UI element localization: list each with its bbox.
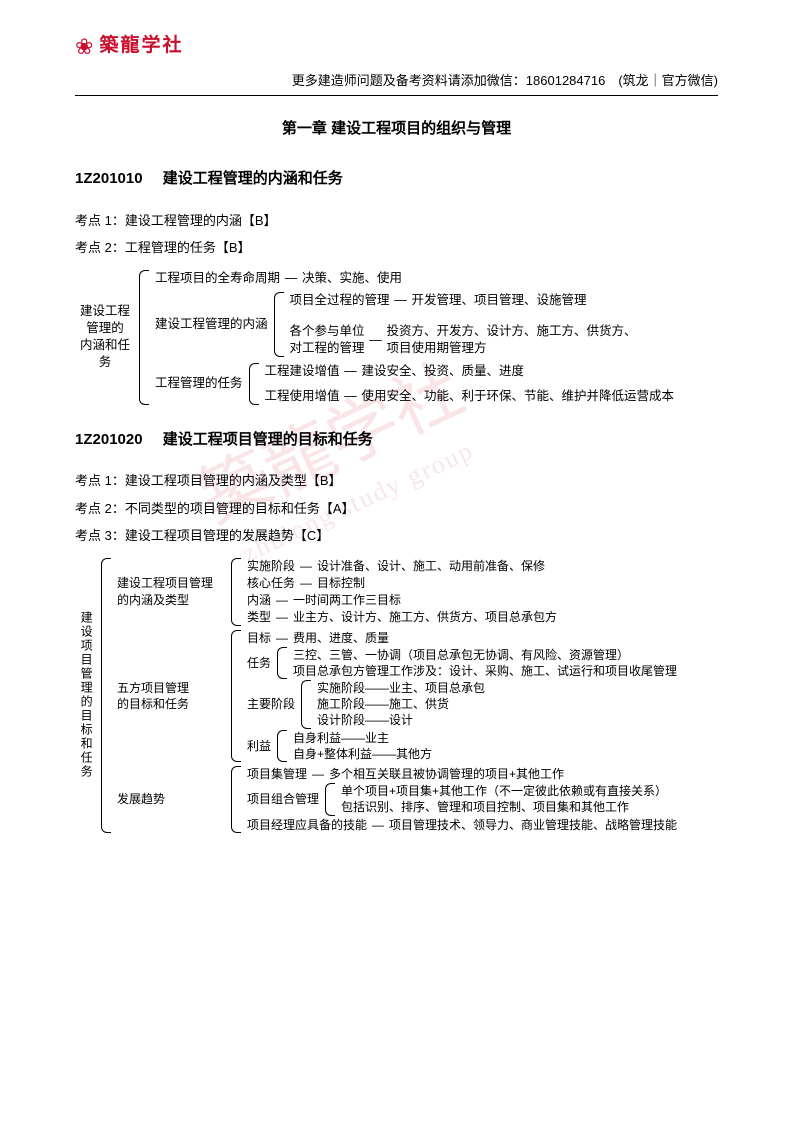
dash-icon bbox=[394, 292, 408, 309]
s2-b1cv: 一时间两工作三目标 bbox=[293, 592, 401, 608]
s2-b1d: 类型 bbox=[247, 609, 271, 625]
brand-row: ❀ 築龍学社 bbox=[75, 30, 718, 63]
dash-icon bbox=[275, 630, 289, 646]
section-2-heading: 1Z201020 建设工程项目管理的目标和任务 bbox=[75, 429, 718, 452]
s2-b2av: 费用、进度、质量 bbox=[293, 630, 389, 646]
section-1-code: 1Z201010 bbox=[75, 170, 143, 187]
dash-icon bbox=[344, 388, 358, 405]
s1-n2av: 开发管理、项目管理、设施管理 bbox=[412, 292, 587, 309]
chapter-title: 第一章 建设工程项目的组织与管理 bbox=[75, 118, 718, 141]
s2-b2c2: 施工阶段——施工、供货 bbox=[317, 696, 718, 712]
dash-icon bbox=[275, 609, 289, 625]
s1-n3a: 工程建设增值 bbox=[265, 363, 340, 380]
s2-b2: 五方项目管理 的目标和任务 bbox=[117, 630, 227, 763]
s2-b3cv: 项目管理技术、领导力、商业管理技能、战略管理技能 bbox=[389, 817, 677, 833]
s1-diagram: 建设工程 管理的 内涵和任务 工程项目的全寿命周期 决策、实施、使用 建设工程管… bbox=[75, 270, 718, 405]
s1-n2b: 各个参与单位 对工程的管理 bbox=[290, 323, 365, 357]
s2-b1c: 内涵 bbox=[247, 592, 271, 608]
s2-diagram: 建设项目管理的目标和任务 建设工程项目管理 的内涵及类型 实施阶段 设计准备、设计… bbox=[75, 558, 718, 833]
s2-b2d: 利益 bbox=[247, 730, 273, 762]
s2-b2b2: 项目总承包方管理工作涉及：设计、采购、施工、试运行和项目收尾管理 bbox=[293, 663, 718, 679]
s2-b2d2: 自身+整体利益——其他方 bbox=[293, 746, 718, 762]
s2-b1bv: 目标控制 bbox=[317, 575, 365, 591]
dash-icon bbox=[299, 558, 313, 574]
s1-n3bv: 使用安全、功能、利于环保、节能、维护并降低运营成本 bbox=[362, 388, 675, 405]
s2-kp1: 考点 1：建设工程项目管理的内涵及类型【B】 bbox=[75, 471, 718, 491]
s2-b2d1: 自身利益——业主 bbox=[293, 730, 718, 746]
s2-b2b1: 三控、三管、一协调（项目总承包无协调、有风险、资源管理） bbox=[293, 647, 718, 663]
brand-name: 築龍学社 bbox=[99, 32, 183, 61]
dash-icon bbox=[344, 363, 358, 380]
s1-root: 建设工程 管理的 内涵和任务 bbox=[75, 270, 135, 405]
s1-n3: 工程管理的任务 bbox=[155, 363, 245, 405]
s1-n2bv: 投资方、开发方、设计方、施工方、供货方、 项目使用期管理方 bbox=[387, 323, 637, 357]
s2-b3a: 项目集管理 bbox=[247, 766, 307, 782]
s1-n3av: 建设安全、投资、质量、进度 bbox=[362, 363, 525, 380]
dash-icon bbox=[311, 766, 325, 782]
s2-b1: 建设工程项目管理 的内涵及类型 bbox=[117, 558, 227, 626]
section-1-heading: 1Z201010 建设工程管理的内涵和任务 bbox=[75, 168, 718, 191]
s2-b2b: 任务 bbox=[247, 647, 273, 679]
section-1-title: 建设工程管理的内涵和任务 bbox=[163, 170, 343, 187]
section-2-title: 建设工程项目管理的目标和任务 bbox=[163, 431, 373, 448]
s2-b2c: 主要阶段 bbox=[247, 680, 297, 729]
s2-b1dv: 业主方、设计方、施工方、供货方、项目总承包方 bbox=[293, 609, 557, 625]
s2-b2c3: 设计阶段——设计 bbox=[317, 712, 718, 728]
section-2-code: 1Z201020 bbox=[75, 431, 143, 448]
s2-b1av: 设计准备、设计、施工、动用前准备、保修 bbox=[317, 558, 545, 574]
s2-b2a: 目标 bbox=[247, 630, 271, 646]
s2-b1b: 核心任务 bbox=[247, 575, 295, 591]
flower-icon: ❀ bbox=[75, 30, 93, 63]
dash-icon bbox=[284, 270, 298, 287]
dash-icon bbox=[371, 817, 385, 833]
s2-b3c: 项目经理应具备的技能 bbox=[247, 817, 367, 833]
s2-kp3: 考点 3：建设工程项目管理的发展趋势【C】 bbox=[75, 526, 718, 546]
s2-b2c1: 实施阶段——业主、项目总承包 bbox=[317, 680, 718, 696]
s2-b3b1: 单个项目+项目集+其他工作（不一定彼此依赖或有直接关系） bbox=[341, 783, 718, 799]
dash-icon bbox=[275, 592, 289, 608]
dash-icon bbox=[369, 332, 383, 349]
s2-b3b2: 包括识别、排序、管理和项目控制、项目集和其他工作 bbox=[341, 799, 718, 815]
s1-n2a: 项目全过程的管理 bbox=[290, 292, 390, 309]
s2-b3b: 项目组合管理 bbox=[247, 783, 321, 815]
contact-line: 更多建造师问题及备考资料请添加微信：18601284716 (筑龙｜官方微信) bbox=[75, 71, 718, 96]
s2-root: 建设项目管理的目标和任务 bbox=[75, 558, 97, 833]
s1-kp2: 考点 2：工程管理的任务【B】 bbox=[75, 238, 718, 258]
s1-n3b: 工程使用增值 bbox=[265, 388, 340, 405]
s1-n2: 建设工程管理的内涵 bbox=[155, 292, 270, 357]
s1-n1v: 决策、实施、使用 bbox=[302, 270, 402, 287]
s2-b1a: 实施阶段 bbox=[247, 558, 295, 574]
s1-n1: 工程项目的全寿命周期 bbox=[155, 270, 280, 287]
s2-kp2: 考点 2：不同类型的项目管理的目标和任务【A】 bbox=[75, 499, 718, 519]
s2-b3: 发展趋势 bbox=[117, 766, 227, 833]
dash-icon bbox=[299, 575, 313, 591]
s1-kp1: 考点 1：建设工程管理的内涵【B】 bbox=[75, 211, 718, 231]
s2-b3av: 多个相互关联且被协调管理的项目+其他工作 bbox=[329, 766, 564, 782]
